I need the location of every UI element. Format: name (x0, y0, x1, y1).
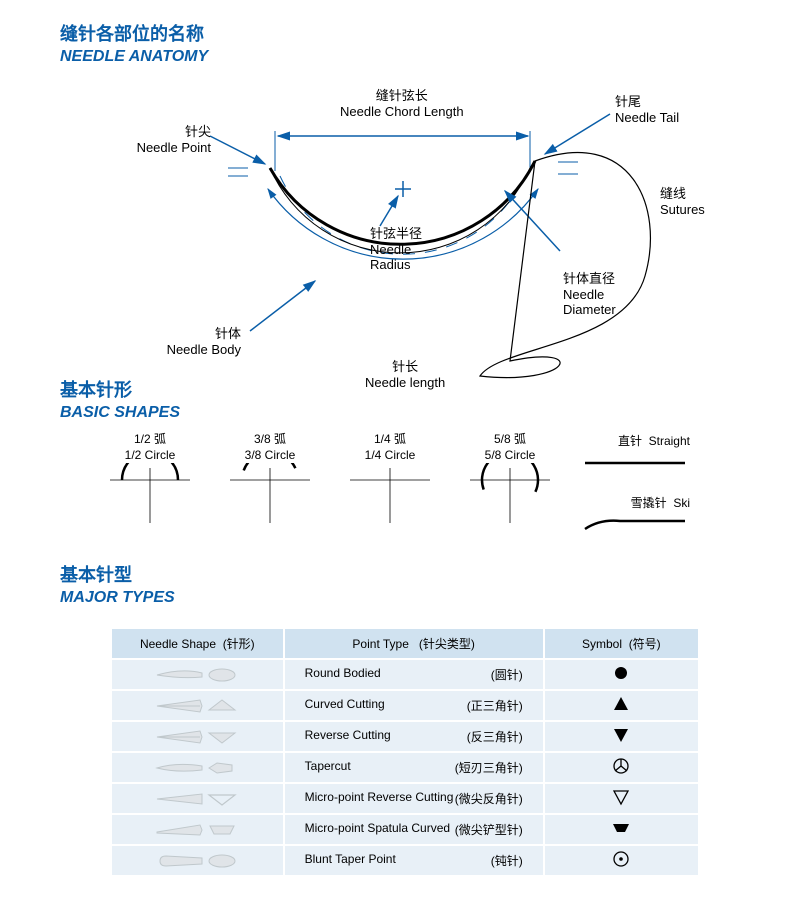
label-chord: 缝针弦长Needle Chord Length (340, 88, 464, 119)
type-row-0: Round Bodied(圆针) (111, 659, 699, 690)
type-row-5: Micro-point Spatula Curved(微尖铲型针) (111, 814, 699, 845)
shapes-row: 1/2 弧1/2 Circle 3/8 弧3/8 Circle 1/4 弧1/4… (60, 432, 728, 536)
section-anatomy: 缝针各部位的名称 NEEDLE ANATOMY (60, 20, 728, 376)
th-symbol: Symbol (符号) (544, 628, 699, 659)
cell-point: Curved Cutting(正三角针) (284, 690, 544, 721)
anatomy-title-en: NEEDLE ANATOMY (60, 48, 728, 66)
straight-shape-1: 雪撬针 Ski (580, 494, 690, 536)
label-sutures: 缝线Sutures (660, 186, 705, 217)
shape-0: 1/2 弧1/2 Circle (100, 432, 200, 533)
cell-shape (111, 845, 284, 876)
cell-point: Reverse Cutting(反三角针) (284, 721, 544, 752)
type-row-3: Tapercut(短刃三角针) (111, 752, 699, 783)
cell-shape (111, 814, 284, 845)
cell-symbol (544, 783, 699, 814)
cell-point: Tapercut(短刃三角针) (284, 752, 544, 783)
type-row-4: Micro-point Reverse Cutting(微尖反角针) (111, 783, 699, 814)
shapes-title-en: BASIC SHAPES (60, 404, 728, 422)
type-row-6: Blunt Taper Point(钝针) (111, 845, 699, 876)
types-table: Needle Shape (针形) Point Type (针尖类型) Symb… (110, 627, 700, 877)
cell-shape (111, 659, 284, 690)
shape-3: 5/8 弧5/8 Circle (460, 432, 560, 533)
cell-shape (111, 721, 284, 752)
type-row-2: Reverse Cutting(反三角针) (111, 721, 699, 752)
th-shape: Needle Shape (针形) (111, 628, 284, 659)
cell-symbol (544, 721, 699, 752)
cell-shape (111, 690, 284, 721)
cell-shape (111, 752, 284, 783)
section-types: 基本针型 MAJOR TYPES Needle Shape (针形) Point… (60, 561, 728, 877)
th-point: Point Type (针尖类型) (284, 628, 544, 659)
straight-column: 直针 Straight 雪撬针 Ski (580, 432, 690, 536)
cell-symbol (544, 752, 699, 783)
shape-1: 3/8 弧3/8 Circle (220, 432, 320, 533)
label-body: 针体Needle Body (165, 326, 241, 357)
cell-shape (111, 783, 284, 814)
cell-symbol (544, 659, 699, 690)
straight-shape-0: 直针 Straight (580, 432, 690, 474)
types-title-en: MAJOR TYPES (60, 589, 728, 607)
label-tail: 针尾Needle Tail (615, 94, 679, 125)
cell-symbol (544, 814, 699, 845)
cell-point: Blunt Taper Point(钝针) (284, 845, 544, 876)
label-radius: 针弦半径NeedleRadius (370, 226, 422, 273)
types-title-cn: 基本针型 (60, 561, 728, 587)
cell-symbol (544, 690, 699, 721)
cell-point: Micro-point Spatula Curved(微尖铲型针) (284, 814, 544, 845)
label-diameter: 针体直径NeedleDiameter (563, 271, 616, 318)
shape-2: 1/4 弧1/4 Circle (340, 432, 440, 533)
cell-point: Micro-point Reverse Cutting(微尖反角针) (284, 783, 544, 814)
anatomy-title-cn: 缝针各部位的名称 (60, 20, 728, 46)
label-point: 针尖Needle Point (130, 124, 211, 155)
section-shapes: 基本针形 BASIC SHAPES 1/2 弧1/2 Circle 3/8 弧3… (60, 376, 728, 536)
cell-point: Round Bodied(圆针) (284, 659, 544, 690)
cell-symbol (544, 845, 699, 876)
label-length: 针长Needle length (365, 359, 445, 390)
anatomy-diagram: 缝针弦长Needle Chord Length 针尾Needle Tail 针尖… (60, 76, 700, 376)
type-row-1: Curved Cutting(正三角针) (111, 690, 699, 721)
